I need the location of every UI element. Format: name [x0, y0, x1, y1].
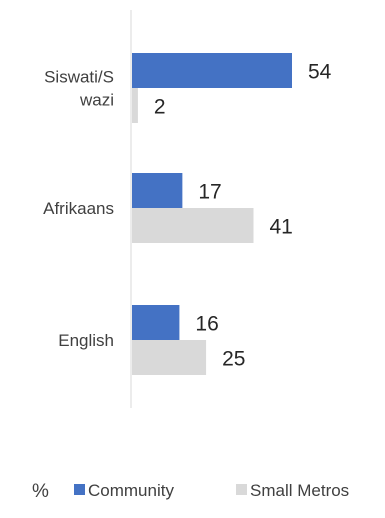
- legend-swatch-small-metros: [236, 484, 247, 495]
- unit-label: %: [32, 481, 49, 502]
- category-label-2: English: [58, 331, 114, 350]
- data-label-community-2: 16: [195, 313, 218, 336]
- data-label-community-0: 54: [308, 61, 332, 84]
- legend-label-community: Community: [88, 481, 174, 500]
- bar-community-1: [132, 173, 183, 208]
- bar-small-metros-2: [132, 340, 207, 375]
- bar-small-metros-0: [132, 88, 138, 123]
- data-label-small-metros-2: 25: [222, 348, 245, 371]
- data-label-community-1: 17: [198, 181, 221, 204]
- category-label-1: Afrikaans: [43, 199, 114, 218]
- bar-community-0: [132, 53, 292, 88]
- category-label-0-line-0: Siswati/S: [44, 68, 114, 87]
- bar-community-2: [132, 305, 180, 340]
- data-label-small-metros-0: 2: [154, 96, 166, 119]
- legend-swatch-community: [74, 484, 85, 495]
- data-label-small-metros-1: 41: [269, 216, 292, 239]
- category-label-0-line-1: wazi: [79, 91, 114, 110]
- bar-small-metros-1: [132, 208, 254, 243]
- legend-label-small-metros: Small Metros: [250, 481, 349, 500]
